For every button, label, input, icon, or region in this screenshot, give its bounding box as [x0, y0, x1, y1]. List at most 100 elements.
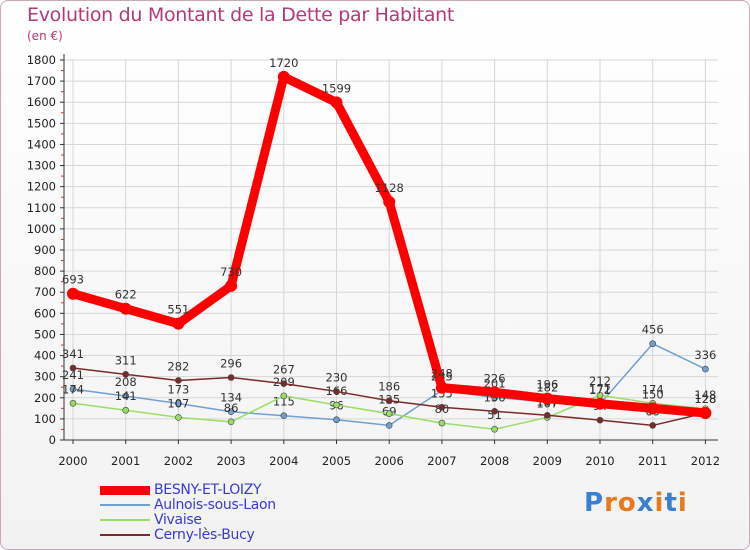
data-point — [122, 371, 129, 378]
data-point — [438, 403, 446, 411]
y-tick-label-900: 900 — [34, 243, 56, 257]
data-label: 1128 — [375, 181, 404, 195]
x-tick-label-2009: 2009 — [533, 454, 562, 468]
data-point — [488, 386, 501, 399]
x-tick-label-2005: 2005 — [322, 454, 351, 468]
legend-item-besny-et-loizy: BESNY-ET-LOIZY — [100, 483, 400, 498]
data-label: 208 — [115, 375, 137, 389]
y-tick-label-200: 200 — [34, 391, 56, 405]
data-label: 226 — [484, 371, 506, 385]
data-label: 134 — [220, 391, 242, 405]
data-label: 693 — [62, 273, 84, 287]
x-tick-label-2012: 2012 — [691, 454, 720, 468]
data-label: 173 — [167, 382, 189, 396]
data-point — [596, 416, 604, 424]
data-label: 150 — [642, 387, 664, 401]
data-point — [491, 425, 498, 433]
series-vivaise: 174141107862091661258051107212174148 — [62, 374, 716, 433]
data-label: 141 — [115, 389, 137, 403]
y-tick-label-1700: 1700 — [27, 74, 56, 88]
data-label: 336 — [694, 348, 716, 362]
x-tick-label-2004: 2004 — [269, 454, 298, 468]
chart-legend: BESNY-ET-LOIZY Aulnois-sous-Laon Vivaise Ce… — [100, 483, 400, 543]
y-tick-label-1200: 1200 — [27, 180, 56, 194]
data-point — [227, 408, 235, 416]
data-point — [67, 287, 79, 300]
legend-label: BESNY-ET-LOIZY — [154, 482, 262, 498]
data-point — [385, 410, 393, 417]
y-tick-label-1300: 1300 — [27, 159, 56, 173]
y-tick-label-0: 0 — [49, 433, 56, 447]
data-point — [333, 416, 340, 424]
data-point — [385, 397, 393, 405]
legend-swatch — [100, 504, 150, 506]
legend-label: Cerny-lès-Bucy — [154, 527, 255, 543]
y-tick-label-1800: 1800 — [27, 53, 56, 67]
chart-subtitle: (en €) — [27, 29, 63, 43]
data-point — [383, 195, 396, 208]
data-label: 186 — [378, 380, 400, 394]
data-label: 107 — [167, 396, 189, 410]
data-label: 230 — [326, 370, 348, 384]
data-label: 148 — [694, 388, 716, 402]
data-label: 296 — [220, 357, 242, 371]
legend-swatch — [100, 519, 150, 521]
data-point — [491, 407, 498, 415]
data-point — [543, 411, 551, 419]
y-tick-label-1400: 1400 — [27, 137, 56, 151]
data-point — [541, 392, 554, 405]
data-point — [277, 70, 290, 83]
data-label: 174 — [642, 382, 664, 396]
y-tick-label-100: 100 — [34, 412, 56, 426]
x-tick-label-2008: 2008 — [480, 454, 509, 468]
data-point — [175, 377, 182, 384]
data-point — [119, 302, 132, 315]
y-tick-label-700: 700 — [34, 285, 56, 299]
data-point — [646, 402, 659, 415]
data-label: 248 — [431, 367, 453, 381]
y-tick-label-1500: 1500 — [27, 116, 56, 130]
data-point — [227, 418, 235, 426]
legend-swatch — [100, 534, 150, 536]
chart-title: Evolution du Montant de la Dette par Hab… — [27, 4, 455, 26]
data-point — [594, 397, 606, 410]
data-label: 86 — [224, 401, 239, 415]
data-label: 174 — [62, 382, 84, 396]
x-tick-label-2007: 2007 — [427, 454, 456, 468]
data-label: 171 — [589, 383, 611, 397]
data-point — [649, 422, 657, 429]
y-tick-label-300: 300 — [34, 370, 56, 384]
y-tick-label-500: 500 — [34, 327, 56, 341]
proxiti-logo: Proxiti — [584, 488, 688, 518]
data-label: 267 — [273, 363, 295, 377]
y-tick-label-1600: 1600 — [27, 95, 56, 109]
data-label: 241 — [62, 368, 84, 382]
data-point — [699, 406, 712, 419]
legend-item-aulnois-sous-laon: Aulnois-sous-Laon — [100, 498, 400, 513]
data-point — [330, 96, 343, 109]
y-tick-label-1000: 1000 — [27, 222, 56, 236]
x-tick-label-2001: 2001 — [111, 454, 140, 468]
data-point — [649, 340, 657, 348]
data-point — [280, 380, 288, 387]
data-point — [227, 374, 235, 381]
legend-label: Vivaise — [154, 512, 202, 528]
y-tick-label-400: 400 — [34, 349, 56, 363]
data-label: 1720 — [269, 56, 298, 70]
data-label: 456 — [642, 323, 664, 337]
data-label: 551 — [167, 303, 189, 317]
data-label: 1599 — [322, 81, 351, 95]
x-tick-label-2006: 2006 — [375, 454, 404, 468]
x-tick-label-2010: 2010 — [585, 454, 614, 468]
data-label: 341 — [62, 347, 84, 361]
data-label: 182 — [536, 381, 558, 395]
data-point — [69, 399, 77, 407]
data-point — [438, 419, 446, 427]
data-label: 172 — [589, 383, 611, 397]
legend-label: Aulnois-sous-Laon — [154, 497, 276, 513]
data-point — [435, 381, 448, 394]
y-tick-label-600: 600 — [34, 306, 56, 320]
data-point — [225, 279, 238, 292]
data-label: 212 — [589, 374, 611, 388]
